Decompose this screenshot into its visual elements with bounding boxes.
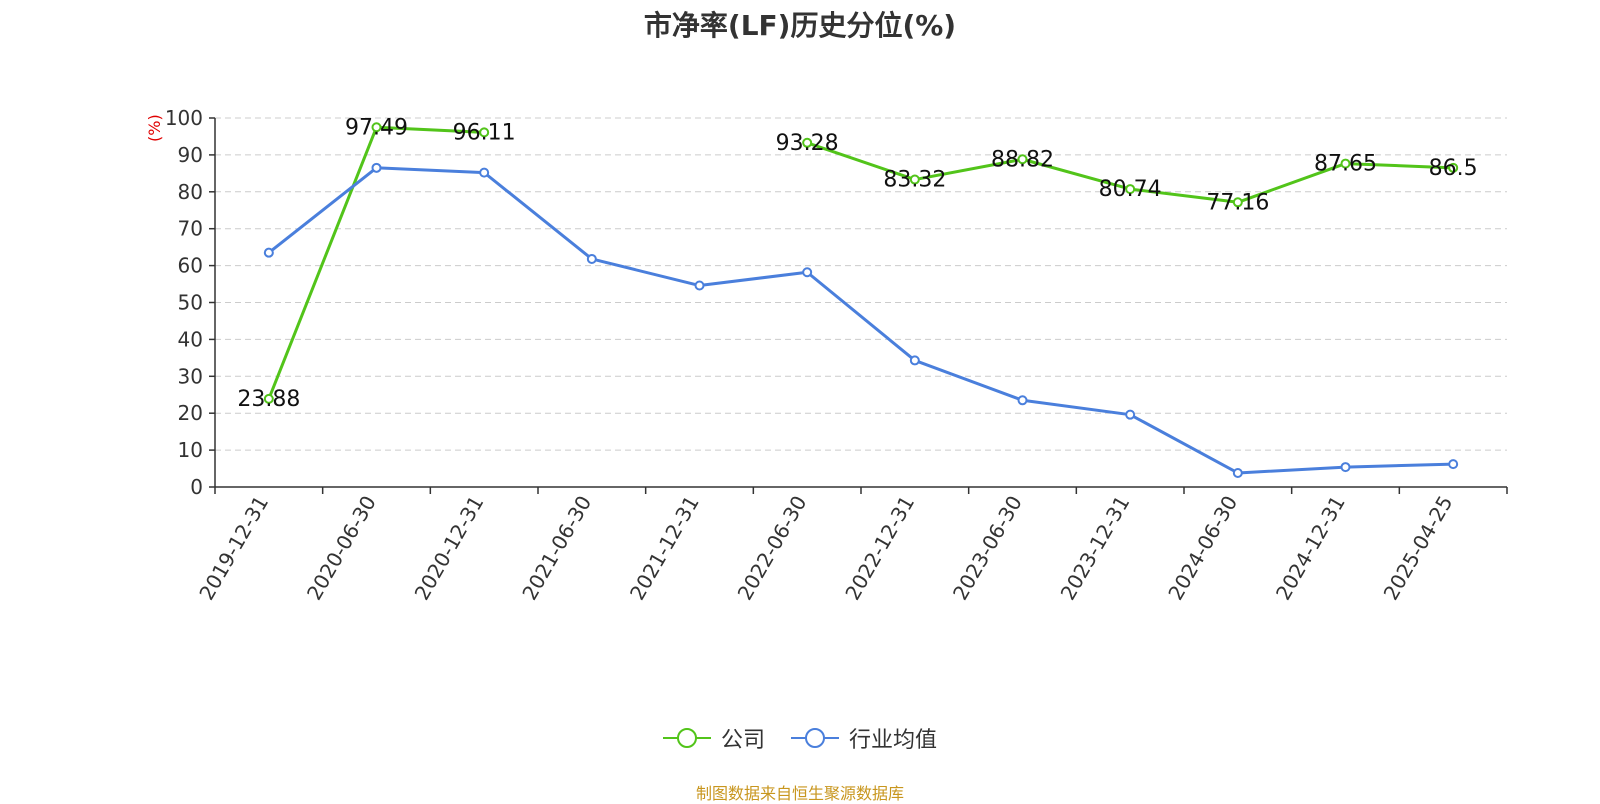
axes: 0 10 20 30 40 50 60 70 80 90 100 2019-12-31 2020-06-… — [165, 106, 1508, 605]
legend-item-company[interactable]: 公司 — [662, 722, 765, 754]
y-tick-label-90: 90 — [178, 143, 203, 167]
data-label-company-2023-06-30: 88.82 — [991, 147, 1054, 172]
legend-label-industry-average: 行业均值 — [849, 728, 938, 753]
data-label-company-2024-12-31: 87.65 — [1314, 152, 1377, 177]
y-tick-label-80: 80 — [178, 180, 203, 204]
gridlines — [215, 117, 1507, 451]
data-point-company-2023-06-30 — [1017, 154, 1028, 165]
y-tick-label-10: 10 — [178, 438, 203, 462]
legend: 公司 行业均值 — [0, 722, 1600, 754]
data-point-industry-average-2019-12-31 — [263, 247, 274, 258]
x-tick-label-2023-06-30: 2023-06-30 — [948, 492, 1027, 605]
x-tick-label-2021-12-31: 2021-12-31 — [625, 492, 704, 605]
data-label-company-2022-06-30: 93.28 — [776, 131, 839, 156]
data-point-company-2023-12-31 — [1125, 184, 1136, 195]
data-point-industry-average-2022-06-30 — [802, 267, 813, 278]
data-point-company-2019-12-31 — [263, 393, 274, 404]
series-lines — [267, 125, 1454, 475]
y-tick-label-100: 100 — [165, 106, 203, 130]
x-tick-label-2024-12-31: 2024-12-31 — [1271, 492, 1350, 605]
data-point-industry-average-2021-12-31 — [694, 280, 705, 291]
legend-marker-company — [662, 728, 711, 748]
chart-title: 市净率(LF)历史分位(%) — [643, 9, 957, 42]
data-point-company-2022-06-30 — [802, 137, 813, 148]
data-point-company-2024-06-30 — [1232, 197, 1243, 208]
data-point-industry-average-2022-12-31 — [909, 355, 920, 366]
x-tick-label-2019-12-31: 2019-12-31 — [194, 492, 273, 605]
data-point-company-2020-06-30 — [371, 122, 382, 133]
data-point-industry-average-2023-12-31 — [1125, 409, 1136, 420]
series-points — [263, 122, 1459, 478]
y-tick-label-20: 20 — [178, 401, 203, 425]
data-point-industry-average-2020-12-31 — [479, 167, 490, 178]
y-tick-label-0: 0 — [190, 475, 203, 499]
data-label-company-2019-12-31: 23.88 — [237, 387, 300, 412]
data-point-company-2024-12-31 — [1340, 158, 1351, 169]
x-tick-label-2022-06-30: 2022-06-30 — [733, 492, 812, 605]
data-label-company-2024-06-30: 77.16 — [1206, 190, 1269, 215]
y-tick-label-70: 70 — [178, 217, 203, 241]
data-point-industry-average-2020-06-30 — [371, 162, 382, 173]
data-label-company-2022-12-31: 83.32 — [883, 168, 946, 193]
legend-label-company: 公司 — [720, 728, 765, 753]
x-tick-label-2020-12-31: 2020-12-31 — [410, 491, 489, 604]
x-tick-label-2024-06-30: 2024-06-30 — [1163, 492, 1242, 605]
data-label-company-2020-12-31: 96.11 — [453, 120, 516, 145]
data-label-company-2023-12-31: 80.74 — [1099, 177, 1162, 202]
series-line-industry-average-0 — [267, 166, 1454, 475]
legend-marker-industry-average — [791, 728, 839, 748]
data-point-industry-average-2024-12-31 — [1340, 462, 1351, 473]
source-note: 制图数据来自恒生聚源数据库 — [695, 784, 904, 803]
y-tick-label-40: 40 — [178, 327, 203, 351]
y-tick-label-30: 30 — [178, 364, 203, 388]
legend-item-industry-average[interactable]: 行业均值 — [791, 722, 937, 754]
data-point-company-2020-12-31 — [479, 127, 490, 138]
x-tick-label-2022-12-31: 2022-12-31 — [840, 491, 919, 604]
data-labels: 23.88 97.49 96.11 93.28 83.32 88.82 80.74 77.16… — [237, 115, 1477, 412]
data-point-company-2022-12-31 — [909, 174, 920, 185]
data-point-industry-average-2021-06-30 — [586, 253, 597, 264]
data-label-company-2020-06-30: 97.49 — [345, 115, 408, 140]
data-point-industry-average-2023-06-30 — [1017, 395, 1028, 406]
data-point-industry-average-2025-04-25 — [1448, 459, 1459, 470]
x-tick-label-2025-04-25: 2025-04-25 — [1379, 492, 1458, 605]
x-tick-label-2023-12-31: 2023-12-31 — [1056, 492, 1135, 605]
x-tick-label-2021-06-30: 2021-06-30 — [517, 492, 596, 605]
data-point-industry-average-2024-06-30 — [1232, 467, 1243, 478]
x-tick-label-2020-06-30: 2020-06-30 — [302, 492, 381, 605]
y-tick-label-50: 50 — [178, 291, 203, 315]
data-point-company-2025-04-25 — [1448, 162, 1459, 173]
y-tick-label-60: 60 — [178, 254, 203, 278]
data-label-company-2025-04-25: 86.5 — [1429, 156, 1478, 181]
